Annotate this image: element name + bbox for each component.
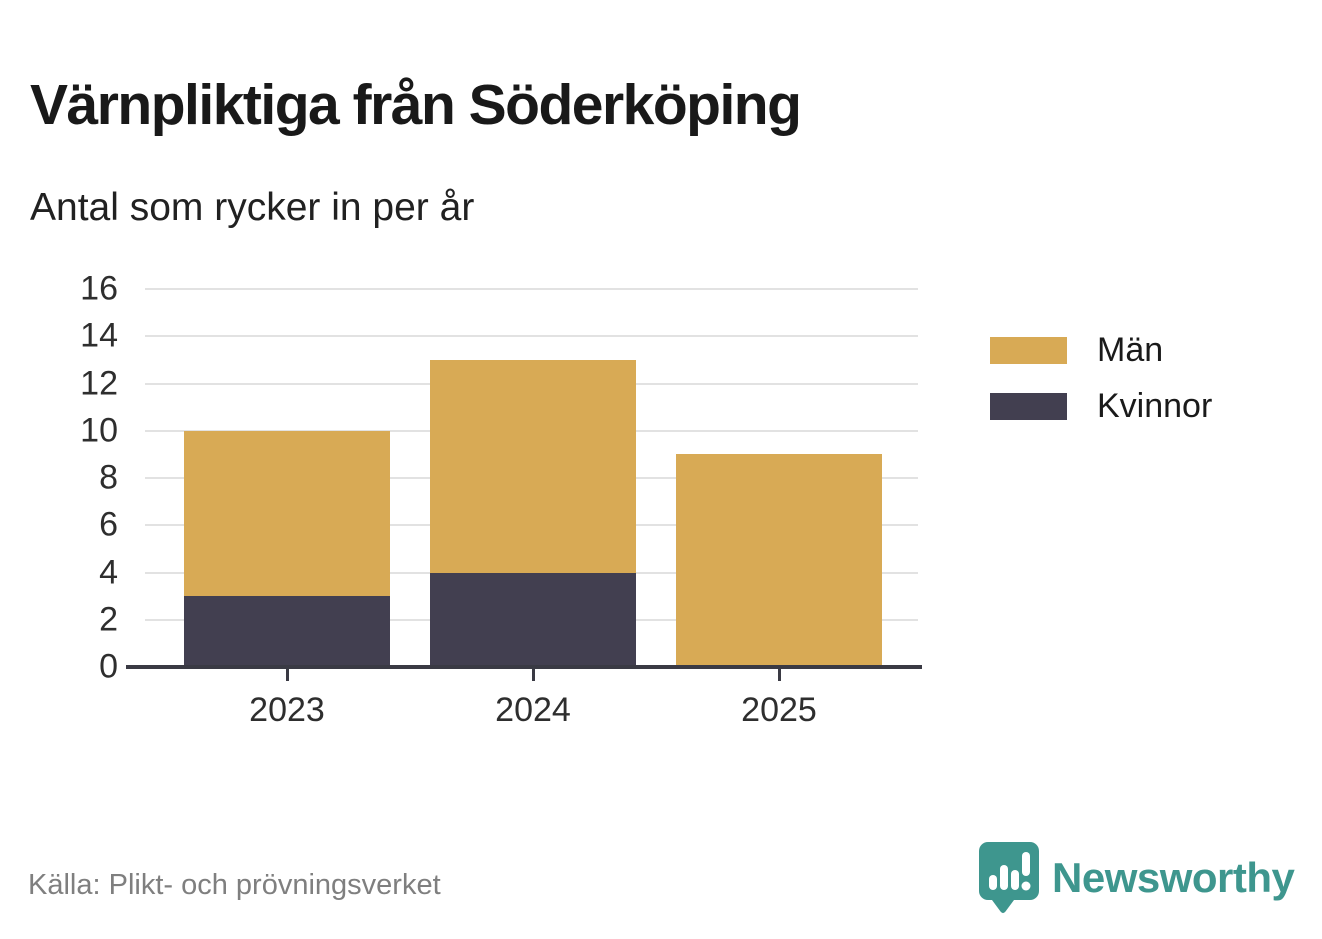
logo-bar-3 [1011,870,1019,890]
x-axis-tick-2024 [532,668,535,681]
y-axis-labels: 0 2 4 6 8 10 12 14 16 [0,270,118,686]
x-axis-tick-2023 [286,668,289,681]
speech-bubble-chart-icon [979,842,1039,914]
y-tick-label-16: 16 [80,269,118,308]
bar-2024-kvinnor [430,572,636,667]
bar-2024-män [430,359,636,573]
bar-2025-män [676,454,882,667]
y-tick-label-14: 14 [80,316,118,355]
page-title: Värnpliktiga från Söderköping [30,73,802,138]
legend: Män Kvinnor [990,330,1212,442]
logo-bar-1 [989,875,997,890]
logo-bar-2 [1000,865,1008,890]
newsworthy-logo: Newsworthy [978,841,1295,915]
legend-label-kvinnor: Kvinnor [1097,387,1213,425]
y-tick-label-8: 8 [99,458,118,497]
x-axis-line [126,665,922,669]
y-tick-label-12: 12 [80,364,118,402]
x-tick-label-2023: 2023 [249,691,325,729]
x-tick-label-2025: 2025 [741,691,817,729]
y-tick-label-4: 4 [99,553,118,591]
legend-swatch-män [990,336,1067,364]
gridline-14 [145,335,918,338]
legend-item-kvinnor: Kvinnor [990,386,1212,426]
logo-exclamation-dot [1021,881,1031,891]
legend-label-män: Män [1097,331,1164,369]
x-axis-tick-2025 [778,668,781,681]
y-tick-label-10: 10 [80,411,118,450]
y-tick-label-2: 2 [99,600,118,639]
plot-area: 2023 2024 2025 [126,288,922,729]
chart-subtitle: Antal som rycker in per år [30,186,475,229]
bar-2023-kvinnor [184,596,390,667]
y-tick-label-6: 6 [99,505,118,544]
source-text: Källa: Plikt- och prövningsverket [28,869,441,901]
gridline-16 [145,288,918,290]
legend-swatch-kvinnor [990,392,1067,420]
x-tick-label-2024: 2024 [495,691,571,729]
logo-exclamation-bar [1022,852,1030,876]
newsworthy-wordmark: Newsworthy [1052,854,1295,901]
legend-item-män: Män [990,330,1212,370]
bar-2023-män [184,430,390,597]
y-tick-label-0: 0 [99,647,118,686]
